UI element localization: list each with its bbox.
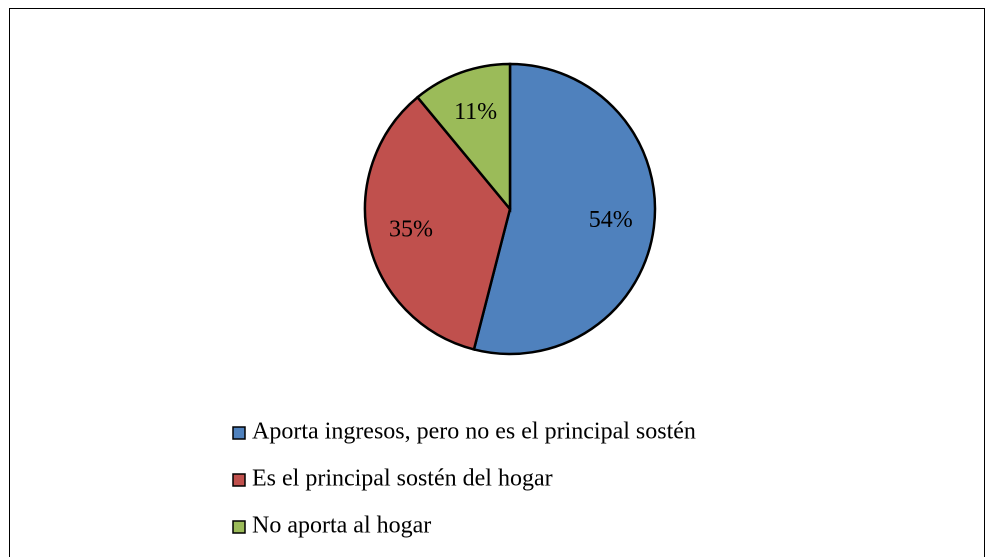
- pie-slice: [472, 62, 657, 356]
- pie-slice: [415, 62, 512, 213]
- legend-label: No aporta al hogar: [252, 513, 431, 539]
- legend-swatch: [232, 426, 246, 440]
- data-label: 54%: [589, 207, 633, 233]
- data-label: 11%: [454, 99, 497, 125]
- legend-swatch: [232, 473, 246, 487]
- pie-slice: [363, 95, 512, 351]
- data-label: 35%: [389, 217, 433, 243]
- legend-swatch: [232, 520, 246, 534]
- legend-label: Es el principal sostén del hogar: [252, 466, 553, 492]
- legend-label: Aporta ingresos, pero no es el principal…: [252, 419, 696, 445]
